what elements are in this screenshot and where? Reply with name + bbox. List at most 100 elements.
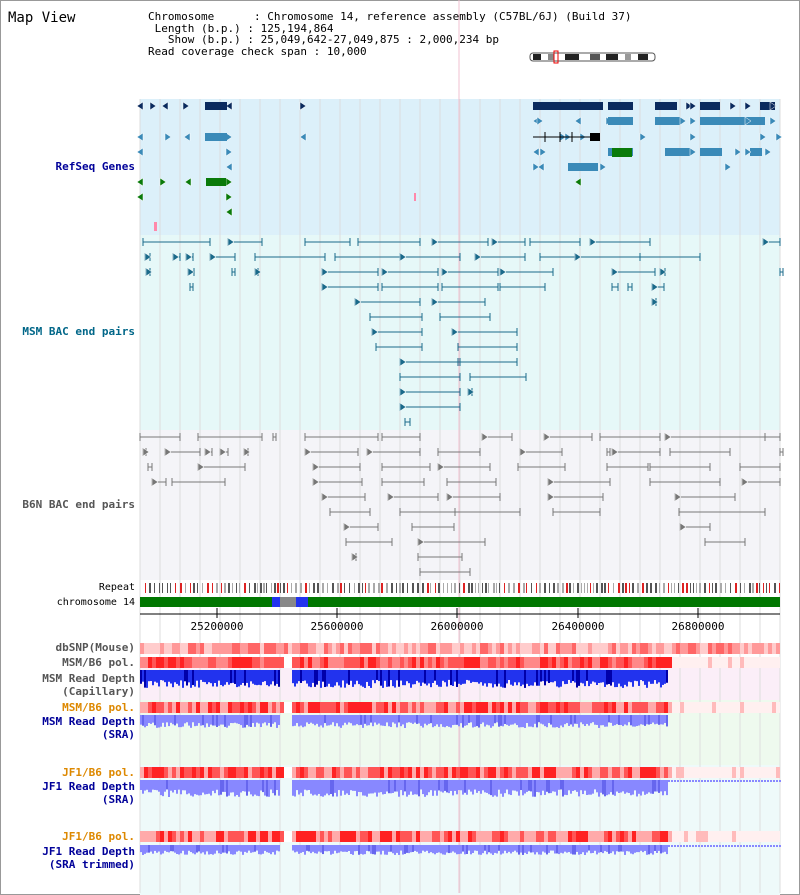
heat-cell	[468, 767, 472, 778]
heat-cell	[164, 831, 168, 842]
heat-cell	[208, 831, 212, 842]
gene-arrow	[144, 252, 152, 262]
depth-bar	[630, 780, 632, 796]
depth-bar	[554, 715, 556, 728]
depth-bar	[206, 715, 208, 724]
heat-cell	[308, 657, 312, 668]
depth-bar	[318, 670, 320, 681]
heat-cell	[528, 702, 532, 713]
depth-bar	[236, 845, 238, 852]
heat-cell	[608, 657, 612, 668]
depth-bar	[482, 780, 484, 791]
depth-bar	[432, 715, 434, 728]
heat-cell	[168, 767, 172, 778]
repeat-mark	[451, 583, 452, 593]
heat-cell	[392, 767, 396, 778]
depth-bar	[550, 715, 552, 725]
heat-cell	[544, 767, 548, 778]
depth-bar	[430, 780, 432, 791]
heat-cell	[384, 657, 388, 668]
heat-cell	[172, 643, 176, 654]
depth-bar	[394, 845, 396, 855]
heat-cell	[300, 643, 304, 654]
heat-cell	[632, 767, 636, 778]
depth-bar	[574, 715, 576, 724]
depth-bar	[340, 780, 342, 796]
depth-bar	[666, 845, 668, 855]
depth-bar	[192, 780, 194, 797]
heat-cell	[412, 831, 416, 842]
heat-cell	[496, 831, 500, 842]
depth-bar	[434, 845, 436, 855]
depth-bar	[236, 670, 238, 688]
depth-bar	[244, 780, 246, 792]
heat-cell	[388, 643, 392, 654]
heat-cell	[580, 831, 584, 842]
depth-bar	[412, 845, 414, 852]
depth-bar	[274, 670, 276, 686]
depth-bar	[374, 780, 376, 793]
depth-bar	[358, 715, 360, 726]
gene-arrow	[659, 267, 667, 277]
depth-bar	[312, 715, 314, 724]
depth-bar	[146, 670, 148, 688]
heat-cell	[440, 767, 444, 778]
repeat-mark	[228, 583, 230, 593]
heat-cell	[460, 643, 464, 654]
depth-bar	[624, 715, 626, 725]
heat-cell	[340, 702, 344, 713]
heat-cell	[260, 657, 264, 668]
depth-bar	[304, 845, 306, 855]
heat-cell	[252, 657, 256, 668]
heat-cell	[772, 657, 776, 668]
heat-cell	[604, 767, 608, 778]
heat-cell	[708, 831, 712, 842]
heat-cell	[756, 702, 760, 713]
depth-bar	[410, 670, 412, 688]
heat-cell	[536, 657, 540, 668]
depth-bar	[512, 670, 514, 686]
depth-bar	[406, 715, 408, 723]
heat-cell	[720, 657, 724, 668]
heat-cell	[500, 643, 504, 654]
depth-bar	[304, 715, 306, 727]
depth-bar	[416, 715, 418, 724]
depth-bar	[356, 845, 358, 851]
track-label-refseq[interactable]: RefSeq Genes	[55, 160, 135, 173]
track-label-msm-pol-2: MSM/B6 pol.	[62, 701, 135, 714]
depth-bar	[400, 780, 402, 791]
depth-bar	[244, 715, 246, 728]
depth-bar	[180, 670, 182, 681]
heat-cell	[716, 767, 720, 778]
heat-cell	[696, 657, 700, 668]
heat-cell	[588, 767, 592, 778]
depth-bar	[190, 780, 192, 796]
repeat-mark	[274, 583, 276, 593]
depth-bar	[558, 670, 560, 688]
depth-bar	[701, 845, 703, 847]
depth-bar	[188, 715, 190, 726]
gene-arrow	[431, 237, 439, 247]
depth-bar	[186, 780, 188, 795]
ideogram-band	[606, 54, 618, 60]
heat-cell	[512, 702, 516, 713]
heat-cell	[424, 702, 428, 713]
gene-arrow	[689, 101, 697, 111]
repeat-mark	[365, 583, 366, 593]
depth-bar	[656, 670, 658, 684]
depth-bar	[418, 845, 420, 854]
depth-bar	[510, 670, 512, 685]
depth-bar	[452, 845, 454, 852]
depth-bar	[444, 780, 446, 791]
track-label-b6n-bac[interactable]: B6N BAC end pairs	[22, 498, 135, 511]
depth-bar	[590, 715, 592, 724]
track-label-msm-bac[interactable]: MSM BAC end pairs	[22, 325, 135, 338]
heat-cell	[328, 702, 332, 713]
repeat-mark	[704, 583, 706, 593]
gene-arrow	[185, 252, 193, 262]
depth-bar	[436, 715, 438, 725]
heat-cell	[600, 702, 604, 713]
heat-cell	[352, 767, 356, 778]
heat-cell	[776, 643, 780, 654]
